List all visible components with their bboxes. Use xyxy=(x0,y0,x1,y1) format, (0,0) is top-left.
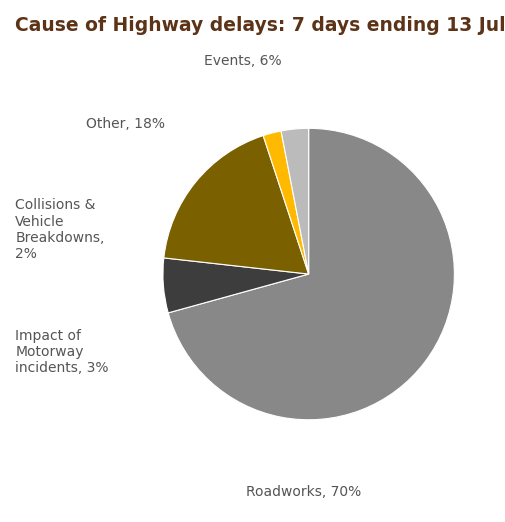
Text: Collisions &
Vehicle
Breakdowns,
2%: Collisions & Vehicle Breakdowns, 2% xyxy=(15,198,105,261)
Text: Roadworks, 70%: Roadworks, 70% xyxy=(245,485,361,500)
Wedge shape xyxy=(263,131,308,274)
Wedge shape xyxy=(168,128,453,420)
Text: Impact of
Motorway
incidents, 3%: Impact of Motorway incidents, 3% xyxy=(15,329,109,375)
Wedge shape xyxy=(163,258,308,313)
Text: Other, 18%: Other, 18% xyxy=(86,116,165,130)
Text: Cause of Highway delays: 7 days ending 13 July: Cause of Highway delays: 7 days ending 1… xyxy=(15,16,505,34)
Wedge shape xyxy=(164,136,308,274)
Wedge shape xyxy=(280,128,308,274)
Text: Events, 6%: Events, 6% xyxy=(204,54,281,68)
